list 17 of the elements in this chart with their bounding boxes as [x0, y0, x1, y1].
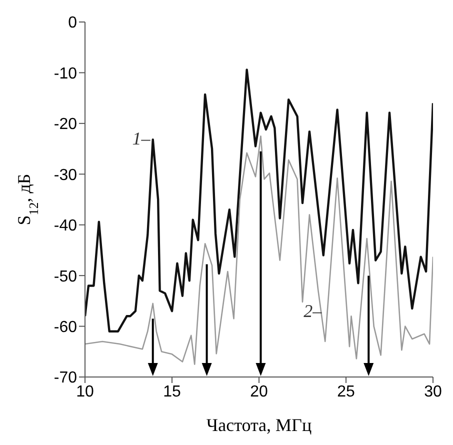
y-tick-label: -30	[54, 166, 78, 184]
x-tick-label: 15	[163, 383, 181, 400]
y-tick-label: 0	[68, 14, 78, 32]
x-tick-label: 25	[337, 383, 355, 400]
y-tick-label: -50	[54, 268, 78, 286]
x-axis-title: Частота, МГц	[206, 415, 312, 435]
y-tick-label: -40	[54, 218, 78, 235]
x-tick-label: 10	[76, 383, 94, 400]
annotation: 1–	[132, 128, 152, 149]
line-series	[85, 68, 433, 332]
y-tick-label: -10	[54, 65, 78, 82]
x-tick-label: 30	[424, 383, 442, 400]
annotation: 2–	[304, 301, 323, 322]
y-tick-label: -70	[54, 370, 78, 387]
y-tick-label: -20	[54, 116, 78, 134]
x-tick-label: 20	[250, 383, 268, 400]
y-tick-label: -60	[54, 318, 78, 336]
